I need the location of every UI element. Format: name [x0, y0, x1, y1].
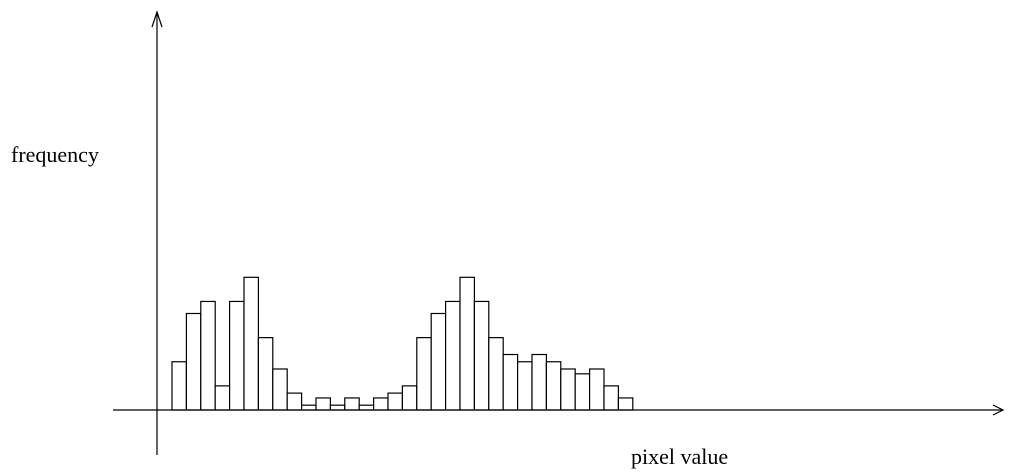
- histogram-bar: [200, 300, 216, 411]
- histogram-bar: [445, 300, 461, 411]
- histogram-bar: [344, 397, 360, 411]
- histogram-bar: [416, 337, 432, 411]
- histogram-bar: [286, 392, 303, 411]
- histogram-bar: [171, 361, 187, 411]
- histogram-bar: [516, 361, 533, 411]
- histogram-bar: [545, 361, 562, 411]
- histogram-bar: [459, 276, 475, 411]
- histogram-bar: [358, 404, 375, 411]
- x-axis-arrowhead: [992, 404, 1005, 416]
- histogram-bar: [473, 300, 490, 411]
- histogram-bar: [315, 397, 331, 411]
- histogram-bar: [257, 337, 274, 411]
- histogram-bar: [588, 368, 605, 411]
- histogram-bar: [387, 392, 403, 411]
- histogram-bar: [401, 385, 418, 411]
- histogram-bar: [574, 373, 591, 411]
- y-axis-label: frequency: [11, 142, 99, 167]
- histogram-bar: [430, 312, 447, 411]
- histogram-bar: [329, 404, 346, 411]
- histogram-bar: [560, 368, 576, 411]
- histogram-bar: [603, 385, 619, 411]
- histogram-bar: [617, 397, 634, 411]
- histogram-bar: [185, 312, 202, 411]
- histogram-bar: [301, 404, 317, 411]
- histogram-bar: [502, 353, 519, 411]
- bars-group: [171, 276, 634, 411]
- histogram-bar: [488, 337, 504, 411]
- histogram-bar: [229, 300, 245, 411]
- histogram-bar: [272, 368, 288, 411]
- histogram-bar: [214, 385, 231, 411]
- y-axis-arrowhead: [151, 10, 163, 28]
- x-axis-label: pixel value: [631, 444, 728, 469]
- histogram-bar: [243, 276, 259, 411]
- histogram-bar: [373, 397, 389, 411]
- histogram-bar: [531, 353, 547, 411]
